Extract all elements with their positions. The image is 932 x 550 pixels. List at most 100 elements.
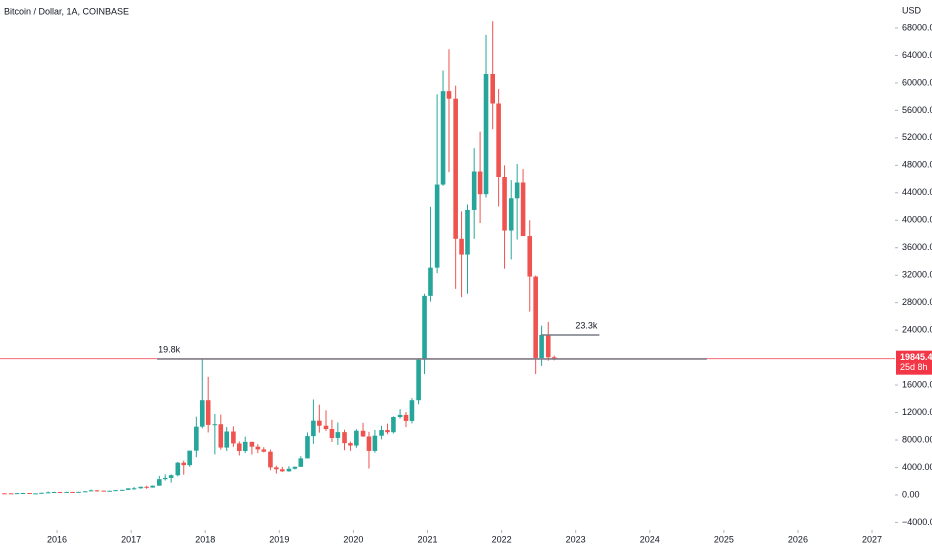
candle-body bbox=[168, 475, 174, 478]
candle-body bbox=[279, 469, 285, 472]
y-tick-label: 0.00 bbox=[902, 489, 920, 499]
candle-body bbox=[311, 420, 316, 437]
candle-body bbox=[51, 492, 57, 494]
candle-body bbox=[14, 493, 20, 495]
candle-body bbox=[131, 488, 137, 490]
candle-body bbox=[242, 441, 248, 452]
candle-body bbox=[539, 334, 544, 358]
x-tick-label: 2022 bbox=[492, 534, 512, 544]
candle-body bbox=[342, 432, 347, 444]
candle-body bbox=[416, 359, 421, 401]
candle-body bbox=[372, 435, 378, 451]
candle-body bbox=[101, 490, 107, 492]
y-tick-label: 4000.00 bbox=[902, 462, 932, 472]
candle-body bbox=[354, 430, 359, 446]
candle-body bbox=[187, 450, 192, 466]
y-tick-label: 48000.00 bbox=[902, 160, 932, 170]
candle-body bbox=[360, 430, 366, 437]
y-tick-label: 28000.00 bbox=[902, 297, 932, 307]
candle-body bbox=[33, 493, 38, 495]
candle-body bbox=[317, 420, 322, 426]
candle-body bbox=[199, 400, 205, 427]
candle-body bbox=[76, 491, 81, 493]
y-tick-label: 36000.00 bbox=[902, 242, 932, 252]
candle-body bbox=[94, 490, 100, 492]
y-unit: USD bbox=[902, 5, 922, 15]
countdown-label: 25d 8h bbox=[900, 362, 928, 372]
level-label: 19.8k bbox=[158, 344, 181, 354]
candle-body bbox=[64, 491, 69, 493]
x-tick-label: 2017 bbox=[121, 534, 141, 544]
y-tick-label: −4000.00 bbox=[902, 517, 932, 527]
candle-body bbox=[70, 491, 75, 493]
candle-body bbox=[138, 486, 144, 489]
candle-body bbox=[274, 467, 279, 470]
y-tick-label: 60000.00 bbox=[902, 77, 932, 87]
candle-body bbox=[292, 466, 298, 469]
candle-body bbox=[305, 436, 310, 459]
y-tick-label: 44000.00 bbox=[902, 187, 932, 197]
y-tick-label: 52000.00 bbox=[902, 132, 932, 142]
candle-body bbox=[434, 184, 440, 268]
candle-body bbox=[453, 98, 458, 239]
candle-body bbox=[403, 414, 409, 421]
candle-body bbox=[45, 492, 51, 494]
x-tick-label: 2024 bbox=[640, 534, 660, 544]
x-tick-label: 2016 bbox=[47, 534, 67, 544]
candle-body bbox=[144, 486, 149, 488]
candle-body bbox=[125, 488, 131, 490]
candle-body bbox=[397, 414, 403, 418]
candle-body bbox=[2, 493, 7, 495]
y-tick-label: 68000.00 bbox=[902, 22, 932, 32]
candle-body bbox=[88, 490, 94, 492]
candle-body bbox=[422, 295, 427, 360]
y-tick-label: 64000.00 bbox=[902, 50, 932, 60]
candle-body bbox=[237, 443, 242, 452]
x-tick-label: 2020 bbox=[343, 534, 363, 544]
y-tick-label: 12000.00 bbox=[902, 407, 932, 417]
candle-body bbox=[527, 236, 533, 277]
candle-body bbox=[57, 492, 63, 494]
candle-body bbox=[113, 490, 118, 492]
last-price-label: 19845.47 bbox=[900, 352, 932, 362]
candle-body bbox=[194, 426, 199, 451]
candle-body bbox=[409, 400, 415, 421]
candle-body bbox=[181, 462, 187, 466]
candle-body bbox=[119, 489, 125, 491]
candle-body bbox=[490, 73, 495, 104]
candle-body bbox=[391, 417, 396, 433]
y-tick-label: 16000.00 bbox=[902, 379, 932, 389]
candle-body bbox=[508, 198, 514, 231]
candle-body bbox=[261, 449, 267, 452]
candle-body bbox=[551, 357, 557, 359]
candle-body bbox=[286, 468, 292, 472]
candle-body bbox=[268, 451, 273, 468]
last-price-box bbox=[896, 350, 932, 375]
candle-body bbox=[446, 91, 452, 99]
y-tick-label: 8000.00 bbox=[902, 434, 932, 444]
candle-body bbox=[465, 209, 470, 255]
x-tick-label: 2018 bbox=[195, 534, 215, 544]
candle-body bbox=[471, 171, 477, 210]
y-tick-label: 24000.00 bbox=[902, 325, 932, 335]
candle-body bbox=[533, 276, 538, 358]
candle-body bbox=[27, 493, 32, 495]
candle-body bbox=[82, 491, 88, 493]
candle-body bbox=[520, 182, 526, 237]
candle-body bbox=[175, 462, 181, 476]
candle-body bbox=[39, 492, 44, 494]
candle-body bbox=[502, 176, 507, 231]
x-tick-label: 2019 bbox=[269, 534, 289, 544]
y-tick-label: 32000.00 bbox=[902, 270, 932, 280]
candle-body bbox=[231, 431, 236, 444]
x-tick-label: 2025 bbox=[714, 534, 734, 544]
candle-body bbox=[162, 477, 168, 480]
candle-body bbox=[212, 424, 218, 426]
candle-body bbox=[156, 479, 162, 486]
candle-body bbox=[107, 490, 112, 492]
candle-body bbox=[545, 334, 551, 358]
candle-body bbox=[298, 458, 304, 467]
candle-body bbox=[8, 493, 14, 495]
level-label: 23.3k bbox=[575, 320, 598, 330]
chart-title: Bitcoin / Dollar, 1A, COINBASE bbox=[4, 6, 129, 16]
